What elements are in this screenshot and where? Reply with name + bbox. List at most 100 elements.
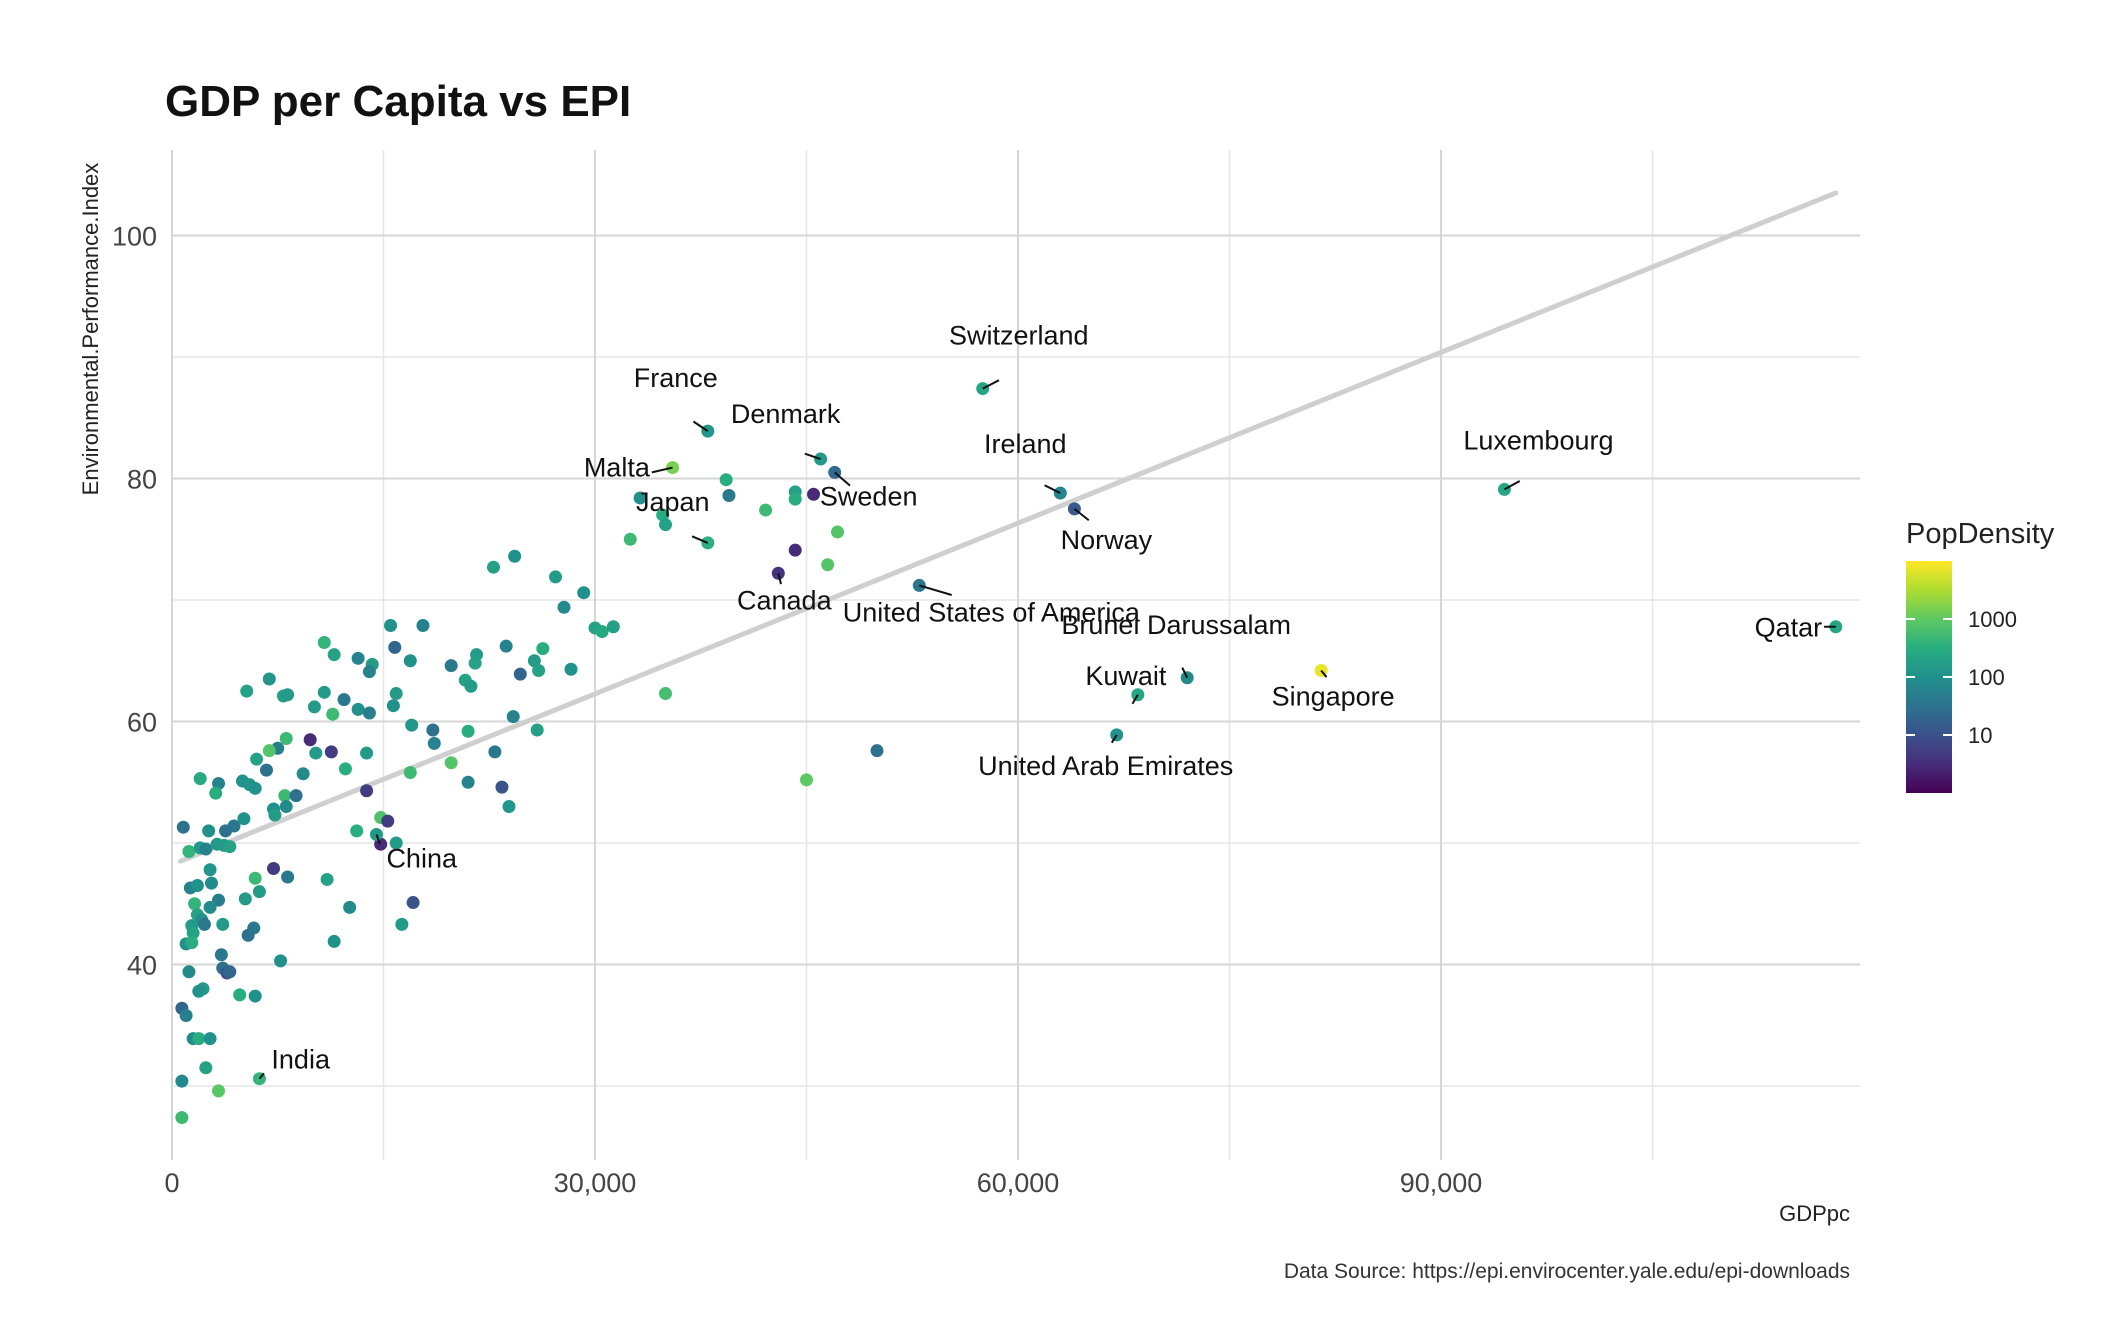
data-point (403, 766, 417, 780)
data-point (233, 988, 247, 1002)
data-point (495, 780, 509, 794)
data-point (204, 876, 218, 890)
data-point (279, 800, 293, 814)
point-label: United States of America (843, 597, 1141, 627)
data-point (549, 570, 563, 584)
data-point (223, 965, 237, 979)
data-point (212, 1084, 226, 1098)
data-point (216, 917, 230, 931)
trend-line (177, 190, 1839, 864)
label-connector (692, 420, 709, 432)
point-label: Luxembourg (1463, 425, 1613, 455)
label-connector (691, 535, 709, 544)
data-point (386, 699, 400, 713)
x-tick-label: 60,000 (977, 1168, 1060, 1198)
data-point (444, 756, 458, 770)
data-point (633, 491, 647, 505)
data-point (870, 744, 884, 758)
data-point (381, 814, 395, 828)
data-point (185, 936, 199, 950)
data-point (262, 672, 276, 686)
legend-tick-label: 1000 (1968, 607, 2017, 632)
data-point (444, 659, 458, 673)
label-connector (1073, 508, 1090, 522)
data-point (595, 625, 609, 639)
point-label: Singapore (1272, 681, 1395, 711)
label-connector (1181, 667, 1189, 679)
y-tick-label: 40 (127, 951, 157, 981)
data-point (324, 745, 338, 759)
point-label: France (634, 363, 718, 393)
point-label: Norway (1061, 525, 1153, 555)
data-point (309, 746, 323, 760)
data-point (623, 532, 637, 546)
data-point (416, 619, 430, 633)
data-point (248, 989, 262, 1003)
point-labels: Switzerland France Denmark Malta Sweden Irela… (258, 321, 1836, 1080)
data-point (190, 879, 204, 893)
label-connector (804, 452, 821, 461)
data-point (199, 1061, 213, 1075)
data-point (250, 752, 264, 766)
x-tick-label: 90,000 (1400, 1168, 1483, 1198)
data-point (530, 723, 544, 737)
point-label: Canada (737, 585, 833, 615)
data-point (488, 745, 502, 759)
data-point (388, 640, 402, 654)
data-point (499, 639, 513, 653)
data-point (384, 619, 398, 633)
data-point (182, 965, 196, 979)
data-point (374, 837, 388, 851)
point-label: Qatar (1755, 613, 1823, 643)
legend-title: PopDensity (1906, 518, 2055, 550)
data-point (248, 871, 262, 885)
legend: PopDensity 10 100 1000 (1906, 518, 2055, 793)
data-point (307, 700, 321, 714)
data-point (722, 489, 736, 503)
legend-tick-label: 10 (1968, 723, 1992, 748)
data-point (362, 706, 376, 720)
points (175, 382, 1843, 1125)
data-point (281, 870, 295, 884)
data-point (606, 620, 620, 634)
point-label: Kuwait (1085, 661, 1167, 691)
data-point (278, 789, 292, 803)
data-point (188, 897, 202, 911)
data-point (759, 503, 773, 517)
data-point (214, 948, 228, 962)
data-point (281, 688, 295, 702)
data-point (317, 636, 331, 650)
data-point (176, 820, 190, 834)
data-point (182, 845, 196, 859)
data-point (350, 824, 364, 838)
data-point (389, 687, 403, 701)
data-point (209, 786, 223, 800)
data-point (343, 900, 357, 914)
data-point (831, 525, 845, 539)
chart-title: GDP per Capita vs EPI (165, 77, 631, 126)
data-point (203, 863, 217, 877)
data-point (197, 917, 211, 931)
data-point (468, 656, 482, 670)
label-connector (1110, 734, 1118, 744)
label-connector (982, 379, 1000, 390)
data-point (289, 789, 303, 803)
data-point (203, 1032, 217, 1046)
data-point (461, 724, 475, 738)
point-label: Malta (584, 453, 651, 483)
label-connector (258, 1072, 265, 1080)
data-point (186, 926, 200, 940)
point-label: Denmark (731, 399, 841, 429)
data-point (296, 767, 310, 781)
data-point (274, 954, 288, 968)
x-tick-label: 30,000 (554, 1168, 637, 1198)
point-label: Brunei Darussalam (1061, 610, 1291, 640)
data-point (252, 885, 266, 899)
point-label: United Arab Emirates (978, 751, 1233, 781)
data-point (719, 473, 733, 487)
data-point (338, 762, 352, 776)
data-point (199, 842, 213, 856)
data-point (564, 662, 578, 676)
point-label: Sweden (820, 481, 918, 511)
